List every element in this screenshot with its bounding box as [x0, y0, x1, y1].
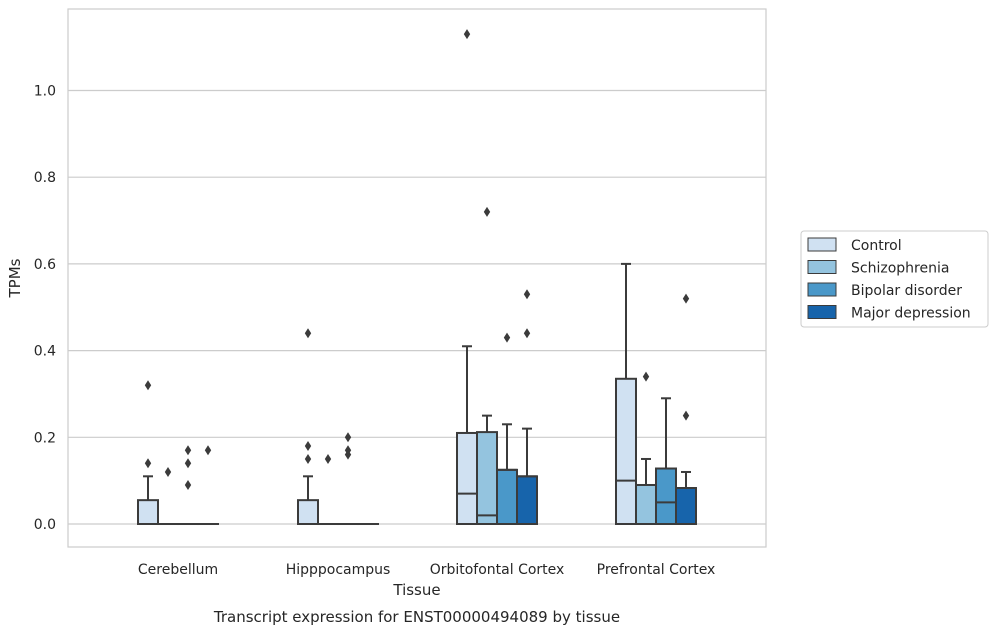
box-control — [137, 380, 159, 526]
box-body — [675, 487, 697, 525]
legend-swatch — [807, 282, 837, 297]
y-tick-label: 0.8 — [34, 170, 56, 186]
box-body — [297, 499, 319, 526]
outlier-point — [344, 432, 352, 443]
y-tick-label: 1.0 — [34, 84, 56, 100]
box-control — [615, 262, 637, 525]
legend-frame — [800, 230, 989, 328]
box-schizophrenia — [635, 371, 657, 525]
y-axis-ticks: 0.0 0.2 0.4 0.6 0.8 1.0 — [34, 84, 56, 534]
chart-title: Transcript expression for ENST0000049408… — [213, 608, 620, 626]
box-bipolar-disorder — [177, 445, 199, 526]
outlier-point — [463, 29, 471, 40]
x-tick-label: Cerebellum — [138, 562, 218, 578]
outlier-point — [144, 458, 152, 469]
x-tick-label: Orbitofontal Cortex — [430, 562, 565, 578]
outlier-point — [682, 410, 690, 421]
box-body — [516, 475, 538, 526]
x-axis-label: Tissue — [392, 581, 440, 599]
outlier-point — [304, 328, 312, 339]
box-body — [476, 431, 498, 525]
box-body — [496, 468, 518, 525]
outlier-point — [204, 445, 212, 456]
outlier-point — [344, 445, 352, 456]
box-schizophrenia — [476, 206, 498, 525]
box-major-depression — [197, 445, 219, 526]
x-tick-label: Prefrontal Cortex — [597, 562, 716, 578]
plot-frame — [67, 8, 767, 548]
legend-label: Bipolar disorder — [851, 283, 962, 299]
box-bipolar-disorder — [655, 397, 677, 525]
legend-swatch — [807, 260, 837, 274]
outlier-point — [184, 479, 192, 490]
box-major-depression — [675, 293, 697, 525]
legend-swatch — [807, 305, 837, 319]
x-tick-label: Hipppocampus — [286, 562, 391, 578]
y-tick-label: 0.6 — [34, 257, 56, 273]
outlier-point — [144, 380, 152, 391]
y-tick-label: 0.2 — [34, 430, 56, 446]
outlier-point — [164, 466, 172, 477]
outlier-point — [523, 289, 531, 300]
outlier-point — [324, 453, 332, 464]
y-tick-label: 0.0 — [34, 517, 56, 533]
box-body — [615, 377, 637, 525]
y-axis-label: TPMs — [6, 258, 24, 298]
box-bipolar-disorder — [337, 432, 359, 526]
outlier-point — [184, 445, 192, 456]
box-bipolar-disorder — [496, 332, 518, 525]
outlier-point — [304, 440, 312, 451]
outlier-point — [503, 332, 511, 343]
y-tick-label: 0.4 — [34, 344, 56, 360]
outlier-point — [523, 328, 531, 339]
box-body — [655, 467, 677, 525]
box-control — [456, 29, 478, 525]
gridlines — [68, 89, 766, 525]
legend-label: Schizophrenia — [851, 261, 949, 277]
box-schizophrenia — [157, 466, 179, 526]
box-body — [456, 431, 478, 525]
box-schizophrenia — [317, 453, 339, 526]
box-marks — [137, 29, 697, 526]
legend-swatch — [807, 237, 837, 252]
legend: Control Schizophrenia Bipolar disorder Majo… — [800, 230, 989, 328]
box-body — [137, 499, 159, 526]
legend-label: Control — [851, 238, 902, 254]
box-body — [635, 483, 657, 525]
outlier-point — [642, 371, 650, 382]
box-major-depression — [516, 289, 538, 526]
x-axis-ticks: Cerebellum Hipppocampus Orbitofontal Corte… — [138, 562, 715, 578]
outlier-point — [184, 458, 192, 469]
outlier-point — [682, 293, 690, 304]
outlier-point — [304, 453, 312, 464]
box-control — [297, 328, 319, 526]
legend-label: Major depression — [851, 306, 971, 322]
outlier-point — [483, 206, 491, 217]
